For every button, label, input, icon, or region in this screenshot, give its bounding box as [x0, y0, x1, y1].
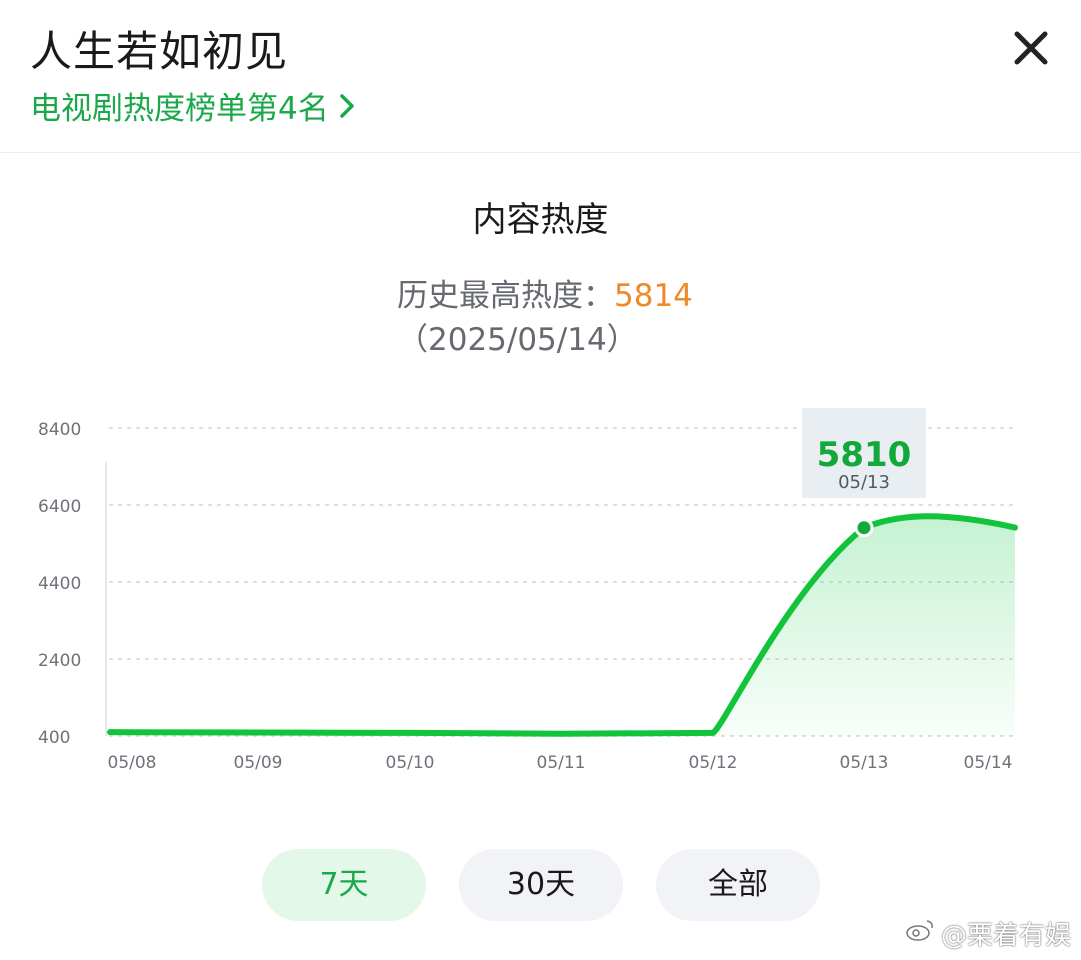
section-title: 内容热度	[472, 200, 609, 240]
peak-value: 5814	[614, 278, 693, 314]
panel-header: 人生若如初见 电视剧热度榜单第4名	[0, 0, 1081, 153]
heat-chart-svg: 400 2400 4400 6400 8400 05/08 05/09 05/10 05/11 0…	[38, 408, 1018, 773]
close-button[interactable]	[1011, 28, 1051, 68]
series-area-fill	[713, 516, 1015, 736]
heat-chart: 400 2400 4400 6400 8400 05/08 05/09 05/10 05/11 0…	[0, 390, 1081, 790]
weibo-logo-icon	[905, 918, 935, 949]
y-tick-label: 2400	[38, 651, 81, 671]
series-line	[107, 513, 1018, 737]
range-7-days-button[interactable]: 7天	[262, 849, 426, 921]
tooltip-value: 5810	[817, 435, 912, 475]
x-tick-label: 05/13	[840, 753, 889, 773]
close-icon	[1014, 31, 1048, 65]
rank-link[interactable]: 电视剧热度榜单第4名	[30, 83, 355, 128]
rank-text: 电视剧热度榜单第4名	[30, 91, 329, 127]
drama-title: 人生若如初见	[30, 27, 289, 76]
watermark: @栗着有娱	[905, 915, 1071, 952]
y-tick-label: 400	[38, 728, 70, 748]
x-tick-label: 05/14	[964, 753, 1013, 773]
y-tick-label: 8400	[38, 420, 81, 440]
x-tick-label: 05/12	[689, 753, 738, 773]
watermark-text: @栗着有娱	[940, 921, 1071, 951]
range-30-days-button[interactable]: 30天	[459, 849, 623, 921]
y-tick-label: 6400	[38, 497, 81, 517]
tooltip-date: 05/13	[838, 472, 890, 493]
x-tick-label: 05/09	[234, 753, 283, 773]
peak-label: 历史最高热度：	[397, 278, 614, 314]
peak-info: 历史最高热度：5814 （2025/05/14）	[397, 274, 693, 362]
data-point-05/13	[854, 518, 874, 538]
range-all-button[interactable]: 全部	[656, 849, 820, 921]
tooltip-box	[802, 408, 926, 498]
x-tick-label: 05/11	[537, 753, 586, 773]
peak-date: （2025/05/14）	[397, 322, 638, 358]
x-tick-label: 05/10	[386, 753, 435, 773]
x-tick-label: 05/08	[108, 753, 157, 773]
y-tick-label: 4400	[38, 574, 81, 594]
chevron-right-icon	[339, 93, 355, 119]
range-selector: 7天 30天 全部	[0, 849, 1081, 921]
